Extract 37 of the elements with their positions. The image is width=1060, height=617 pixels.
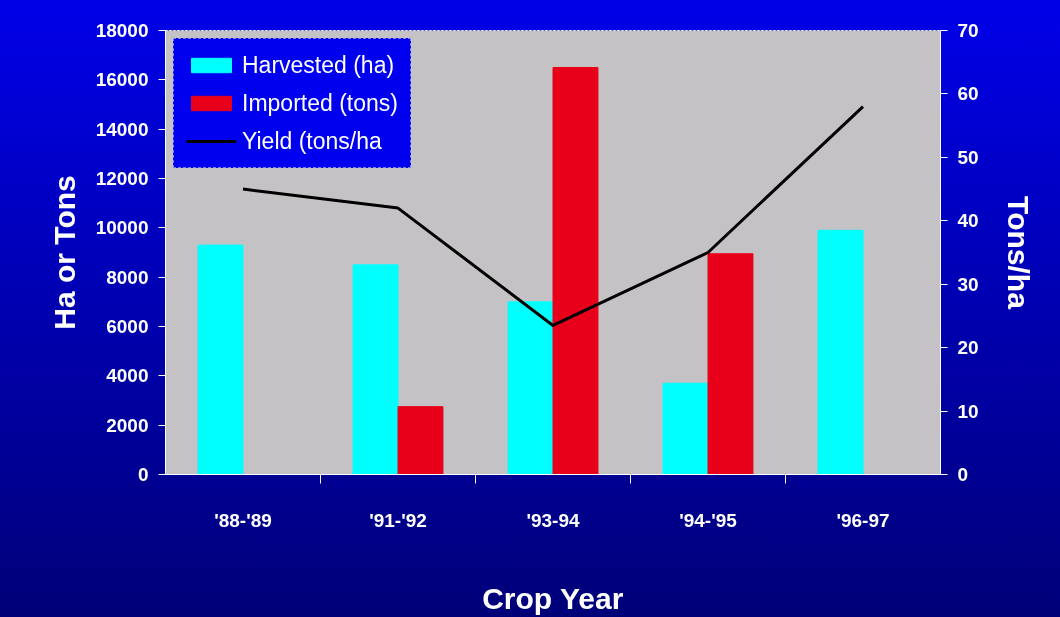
bar bbox=[352, 264, 399, 475]
bar bbox=[817, 229, 864, 475]
y-axis-title: Ha or Tons bbox=[47, 175, 81, 330]
y-tick-label: 14000 bbox=[95, 118, 149, 140]
legend-label: Imported (tons) bbox=[242, 89, 398, 117]
y2-tick-label: 40 bbox=[957, 210, 979, 232]
bar bbox=[662, 382, 709, 475]
y-tick-label: 18000 bbox=[95, 20, 149, 41]
y2-tick-label: 30 bbox=[957, 273, 979, 295]
y-tick-label: 8000 bbox=[106, 266, 149, 288]
legend-label: Yield (tons/ha bbox=[242, 127, 382, 155]
y2-tick-label: 10 bbox=[957, 400, 979, 422]
y2-tick-label: 70 bbox=[957, 20, 979, 41]
x-tick-label: '88-'89 bbox=[214, 509, 272, 531]
x-axis-title: Crop Year bbox=[482, 581, 624, 615]
bar bbox=[552, 67, 599, 475]
x-tick-label: '94-'95 bbox=[679, 509, 738, 531]
y2-tick-label: 20 bbox=[957, 337, 979, 359]
bar bbox=[197, 244, 244, 475]
x-tick-label: '96-97 bbox=[836, 509, 890, 531]
y-tick-label: 16000 bbox=[95, 69, 149, 91]
y-tick-label: 10000 bbox=[95, 217, 149, 239]
x-tick-label: '91-'92 bbox=[369, 509, 427, 531]
y-tick-label: 6000 bbox=[106, 316, 149, 337]
y-tick-label: 4000 bbox=[106, 365, 149, 387]
x-tick-label: '93-94 bbox=[526, 509, 580, 531]
y-tick-label: 0 bbox=[137, 464, 149, 485]
y2-axis-title: Tons/ha bbox=[1001, 196, 1035, 310]
bar bbox=[397, 406, 444, 475]
bar bbox=[707, 253, 754, 475]
bar bbox=[507, 301, 554, 475]
y-tick-label: 12000 bbox=[95, 168, 149, 189]
legend-label: Harvested (ha) bbox=[242, 51, 395, 79]
y2-tick-label: 50 bbox=[957, 146, 979, 168]
y2-tick-label: 60 bbox=[957, 83, 979, 105]
y2-tick-label: 0 bbox=[957, 464, 969, 485]
y-tick-label: 2000 bbox=[106, 414, 149, 436]
